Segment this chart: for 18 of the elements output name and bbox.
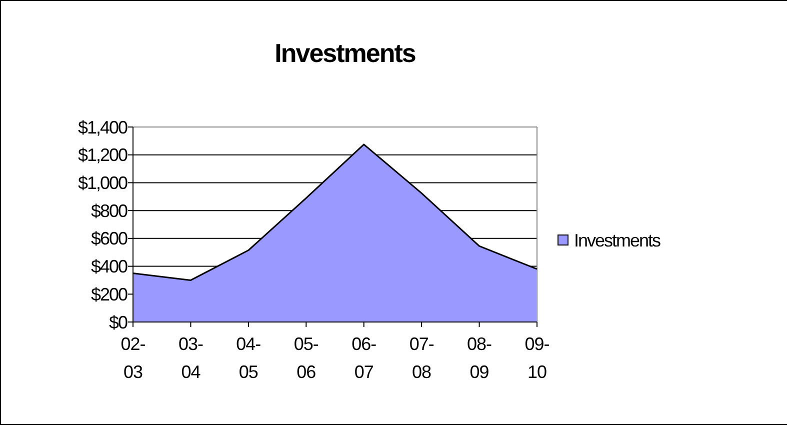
x-tick-label: 05-06 [294, 334, 319, 382]
legend-label: Investments [574, 230, 662, 250]
x-tick-label: 06-07 [352, 334, 377, 382]
y-tick-label: $1,400 [78, 117, 128, 138]
y-tick-label: $1,000 [78, 173, 128, 194]
x-tick-label: 08-09 [467, 334, 492, 382]
chart-title: Investments [274, 38, 416, 68]
x-tick-label: 09-10 [524, 334, 550, 382]
y-tick-label: $800 [90, 200, 128, 221]
y-tick-label: $600 [90, 228, 128, 249]
x-tick-label: 03-04 [178, 334, 204, 382]
x-tick-label: 02-03 [120, 334, 146, 382]
y-tick-label: $200 [90, 284, 128, 304]
y-tick-label: $0 [108, 312, 128, 332]
x-tick-label: 07-08 [409, 334, 434, 382]
y-tick-label: $400 [90, 256, 128, 277]
x-tick-label: 04-05 [236, 334, 262, 382]
y-tick-label: $1,200 [78, 145, 128, 166]
